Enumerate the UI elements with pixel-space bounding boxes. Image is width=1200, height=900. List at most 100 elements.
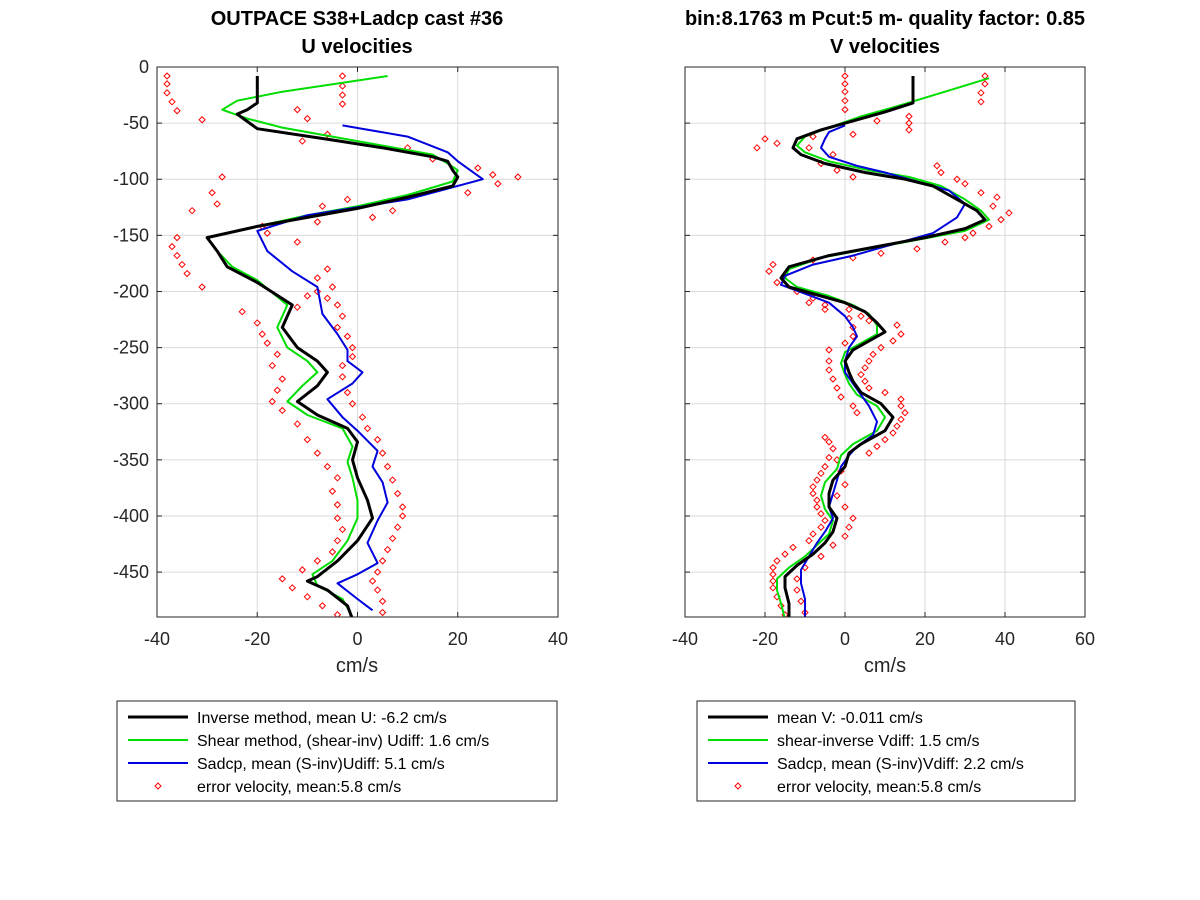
u-series-error-velocity-marker	[333, 323, 342, 332]
u-series-error-velocity-marker	[338, 525, 347, 534]
v-series-error-velocity-marker	[805, 536, 813, 545]
u-series-error-velocity-marker	[338, 72, 347, 80]
u-x-tick-label: 40	[548, 629, 568, 649]
v-series-error-velocity-marker	[833, 492, 841, 500]
v-series-error-velocity-marker	[841, 72, 849, 80]
v-x-tick-label: 0	[840, 629, 850, 649]
u-legend-swatch	[154, 782, 162, 790]
v-series-error-velocity-marker	[841, 80, 849, 88]
v-grid	[684, 66, 1086, 617]
v-series-error-velocity-marker	[897, 330, 905, 338]
v-series-error-velocity-marker	[769, 570, 777, 579]
v-series-error-velocity-marker	[841, 96, 849, 105]
v-series-error-velocity-marker	[777, 602, 785, 610]
v-series-error-velocity-marker	[841, 339, 849, 347]
v-series-error-velocity-marker	[829, 375, 837, 383]
u-y-tick-label: -250	[113, 338, 149, 358]
v-series-error-velocity-marker	[849, 173, 857, 181]
u-series-error-velocity-marker	[329, 620, 335, 626]
v-series-error-velocity-marker	[905, 126, 913, 134]
u-series-error-velocity-marker	[388, 476, 397, 484]
u-series-error-velocity-marker	[173, 107, 181, 115]
u-series-error-velocity-marker	[163, 89, 171, 97]
v-series-error-velocity-marker	[821, 462, 829, 471]
v-series-error-velocity-marker	[817, 552, 825, 561]
u-series-error-velocity-marker	[464, 189, 472, 197]
u-series-error-velocity-marker	[273, 350, 282, 359]
u-series-error-velocity-marker	[183, 269, 191, 278]
v-series-error-velocity-marker	[993, 193, 1001, 201]
u-series-error-velocity-marker	[378, 449, 387, 457]
v-series-error-velocity-marker	[969, 229, 977, 237]
u-series-error-velocity-marker	[218, 173, 226, 181]
v-x-tick-label: -40	[672, 629, 698, 649]
u-legend-entry: Sadcp, mean (S-inv)Udiff: 5.1 cm/s	[197, 756, 445, 773]
u-series-error-velocity-marker	[338, 361, 347, 370]
v-series-error-velocity-marker	[865, 316, 873, 325]
v-series-error-velocity-marker	[841, 503, 849, 511]
u-series-error-velocity-marker	[328, 548, 337, 556]
v-series-error-velocity-marker	[977, 189, 985, 197]
v-series-error-velocity-marker	[845, 523, 853, 531]
u-series-error-velocity-marker	[303, 114, 312, 123]
v-series-error-velocity-marker	[889, 337, 897, 345]
u-y-tick-label: 0	[139, 57, 149, 77]
v-legend: mean V: -0.011 cm/s shear-inverse Vdiff: …	[696, 700, 1076, 802]
u-series-error-velocity-marker	[370, 618, 376, 624]
v-series-error-velocity-marker	[802, 618, 808, 624]
u-series-error-velocity-marker	[303, 292, 312, 300]
v-series-error-velocity-marker	[953, 175, 961, 183]
u-series-error-velocity-marker	[388, 534, 397, 543]
u-series-error-velocity-marker	[358, 413, 367, 421]
v-series-error-velocity-marker	[861, 364, 869, 372]
u-y-tick-label: -50	[123, 113, 149, 133]
v-series-error-velocity-marker	[809, 530, 817, 538]
v-series-error-velocity-marker	[977, 89, 985, 97]
right-title-line-2: V velocities	[830, 36, 940, 58]
u-series-error-velocity-marker	[313, 218, 322, 226]
v-series-error-velocity-marker	[769, 260, 777, 269]
u-plot-area	[163, 72, 522, 626]
v-series-error-velocity-marker	[913, 245, 921, 253]
u-series-error-velocity-marker	[298, 137, 307, 145]
u-series-error-velocity-marker	[383, 462, 392, 471]
u-y-tick-label: -300	[113, 394, 149, 414]
v-x-axis-label: cm/s	[864, 655, 906, 677]
u-series-error-velocity-marker	[333, 514, 342, 522]
u-x-axis-label: cm/s	[336, 655, 378, 677]
v-series-error-velocity-marker	[821, 433, 829, 442]
v-series-error-velocity-marker	[961, 233, 969, 242]
v-series-shear-inverse-line	[776, 77, 990, 617]
v-series-error-velocity-marker	[817, 469, 825, 478]
u-series-error-velocity-marker	[293, 238, 302, 246]
v-series-error-velocity-marker	[877, 343, 885, 352]
u-series-error-velocity-marker	[173, 251, 181, 260]
v-series-error-velocity-marker	[901, 409, 909, 417]
v-series-error-velocity-marker	[933, 162, 941, 170]
v-series-error-velocity-marker	[821, 301, 829, 309]
u-series-error-velocity-marker	[293, 303, 302, 311]
u-series-error-velocity-marker	[303, 593, 312, 601]
u-series-error-velocity-marker	[278, 406, 287, 415]
v-series-error-velocity-marker	[793, 586, 801, 594]
u-series-error-velocity-marker	[293, 105, 302, 114]
v-series-error-velocity-marker	[881, 435, 889, 444]
v-series-error-velocity-marker	[989, 202, 997, 210]
u-series-error-velocity-marker	[288, 584, 297, 592]
u-x-tick-label: -20	[244, 629, 270, 649]
u-series-error-velocity-marker	[348, 400, 357, 408]
v-series-error-velocity-marker	[765, 267, 773, 275]
u-legend: Inverse method, mean U: -6.2 cm/s Shear m…	[116, 700, 558, 802]
v-series-error-velocity-marker	[817, 523, 825, 531]
u-series-error-velocity-marker	[343, 195, 352, 204]
u-series-error-velocity-marker	[333, 301, 342, 309]
u-series-error-velocity-marker	[474, 164, 482, 172]
v-series-error-velocity-marker	[797, 597, 805, 605]
u-series-error-velocity-marker	[333, 536, 342, 545]
u-series-error-velocity-marker	[338, 100, 347, 108]
u-series-error-velocity-marker	[213, 200, 221, 208]
v-series-error-velocity-marker	[881, 388, 889, 397]
v-series-error-velocity-marker	[905, 112, 913, 121]
v-series-error-velocity-marker	[897, 402, 905, 410]
u-series-error-velocity-marker	[268, 397, 276, 406]
